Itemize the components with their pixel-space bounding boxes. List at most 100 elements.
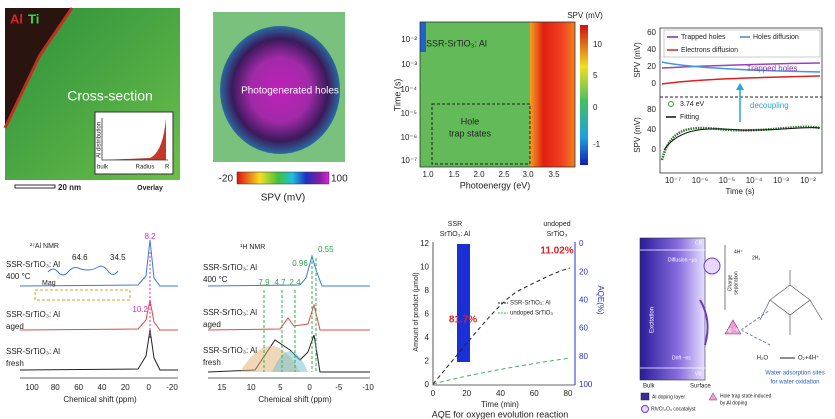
aqe-aqe-undoped: 11.02% — [540, 246, 573, 257]
h-nmr-sample: SSR-SrTiO₃: Al — [203, 346, 257, 355]
spv-transient-bottom-y-ticks: 40 — [647, 125, 656, 134]
spv-transient-top-y-ticks: 0 — [652, 79, 657, 88]
aqe-y-ticks: 10 — [420, 263, 429, 272]
shape-polygon — [5, 8, 72, 128]
mechanism-vb: VB — [695, 371, 702, 377]
spv-map-colorbar-title: SPV (mV) — [261, 193, 305, 204]
shape-path — [740, 309, 771, 346]
aqe-y2-ticks: 0 — [579, 239, 584, 248]
spv-spectrum-x-ticks: 3.0 — [522, 170, 534, 179]
spv-spectrum-y-ticks: 10⁻⁴ — [400, 85, 417, 94]
spv-spectrum-y-ticks: 10⁻³ — [401, 60, 417, 69]
shape-rect — [14, 184, 56, 189]
eds-map-inset-bulk: bulk — [97, 165, 109, 171]
h-nmr-x-title: Chemical shift (ppm) — [258, 395, 332, 404]
spv-spectrum-colorbar-title: SPV (mV) — [567, 11, 603, 20]
spv-spectrum-y-ticks: 10⁻⁵ — [401, 109, 417, 118]
h-nmr-title: ¹H NMR — [240, 244, 265, 251]
aqe-legend: SSR-SrTiO₃: Al — [510, 301, 551, 307]
mechanism-excitation: Excitation — [650, 307, 656, 333]
mechanism-legend: by Al doping — [720, 400, 747, 406]
shape-circle — [641, 405, 649, 413]
spv-transient-x-ticks: 10⁻² — [800, 176, 816, 185]
al-nmr-peaks: 10.2 — [132, 305, 148, 314]
h-nmr-x-ticks: -10 — [362, 383, 374, 392]
shape-rect — [94, 111, 174, 175]
shape-rect — [640, 392, 650, 401]
al-nmr-peaks: 8.2 — [144, 232, 156, 241]
shape-g — [759, 270, 823, 335]
shape-rect — [34, 289, 131, 301]
eds-map-inset-r: R — [165, 165, 170, 171]
aqe-y2-title: AQE(%) — [596, 285, 605, 315]
aqe-x-ticks: 80 — [564, 389, 573, 398]
aqe-y2-ticks: 80 — [579, 352, 588, 361]
eds-map-element-ti: Ti — [28, 11, 39, 26]
aqe-y-ticks: 2 — [425, 357, 430, 366]
spv-transient-legend: Trapped holes — [681, 34, 726, 41]
shape-path — [759, 270, 823, 335]
shape-rect — [580, 25, 588, 165]
spv-spectrum-x-ticks: 1.0 — [422, 170, 434, 179]
al-nmr-x-ticks: 100 — [25, 383, 39, 392]
h-nmr-sample: SSR-SrTiO₃: Al — [203, 308, 257, 317]
spv-spectrum-box-line1: Hole — [461, 116, 480, 126]
shape-path — [19, 239, 178, 287]
shape-g — [263, 256, 317, 372]
spv-transient-top-y-ticks: 40 — [647, 45, 656, 54]
aqe-y-ticks: 0 — [425, 380, 430, 389]
shape-path — [661, 62, 821, 69]
al-nmr-x-ticks: 20 — [121, 383, 130, 392]
eds-map-inset-y: Al distribution — [97, 122, 103, 158]
spv-transient-annotation: decoupling — [750, 101, 789, 110]
shape-path — [660, 125, 821, 161]
spv-transient-x-ticks: 10⁻³ — [773, 176, 789, 185]
shape-path — [699, 299, 709, 346]
mechanism-h2o: H₂O — [757, 356, 769, 362]
shape-ellipse — [220, 26, 340, 154]
spv-transient-fit-legend: Fitting — [680, 114, 699, 121]
mechanism-trapping: Trapping ~ms — [712, 327, 743, 333]
shape-rect — [659, 27, 823, 174]
mechanism-sites: for water oxidation — [770, 380, 819, 386]
mechanism-bulk: Bulk — [643, 384, 656, 390]
mechanism-h2: 2H₂ — [752, 255, 760, 261]
spv-transient-x-ticks: 10⁻⁵ — [719, 176, 735, 185]
mechanism-legend: Rh/Cr₂O₃ cocatalyst — [651, 406, 696, 412]
shape-polygon — [736, 83, 744, 90]
spv-transient-x-ticks: 10⁻⁴ — [746, 176, 763, 185]
shape-rect — [530, 22, 575, 167]
spv-transient-y-title: SPV (mV) — [633, 42, 642, 78]
spv-spectrum-colorbar-ticks: -1 — [593, 140, 601, 149]
mechanism-drift: Drift ~ns — [672, 355, 691, 361]
aqe-y2-ticks: 20 — [579, 267, 588, 276]
al-nmr-sample: SSR-SrTiO₃: Al — [6, 347, 60, 356]
h-nmr-condition: aged — [203, 320, 221, 329]
spv-map-label: Photogenerated holes — [241, 86, 339, 97]
shape-rect — [419, 21, 576, 168]
aqe-y-ticks: 8 — [425, 286, 430, 295]
spv-transient-legend: Holes diffusion — [753, 34, 799, 41]
h-nmr-x-ticks: 15 — [218, 383, 227, 392]
shape-path — [432, 267, 571, 385]
eds-map-region: Cross-section — [67, 88, 153, 104]
spv-spectrum-x-ticks: 1.5 — [448, 170, 460, 179]
spv-spectrum-box-line2: trap states — [449, 128, 492, 138]
aqe-y-ticks: 12 — [420, 239, 429, 248]
al-nmr-x-ticks: 40 — [98, 383, 107, 392]
mechanism-sites: Water adsorption sites — [765, 371, 824, 377]
spv-spectrum-x-ticks: 3.5 — [548, 170, 560, 179]
al-nmr-condition: aged — [6, 322, 24, 331]
al-nmr-x-title: Chemical shift (ppm) — [63, 395, 137, 404]
spv-transient-curve-label: Trapped holes — [747, 64, 798, 73]
aqe-y-title: Amount of product (μmol) — [413, 272, 420, 351]
al-nmr-condition: 400 °C — [6, 272, 31, 281]
h-nmr-x-ticks: 5 — [278, 383, 283, 392]
aqe-legend: undoped SrTiO₃ — [510, 311, 553, 317]
al-nmr-x-ticks: 80 — [51, 383, 60, 392]
spv-spectrum-colorbar-ticks: 10 — [593, 40, 602, 49]
spv-map-colorbar-max: 100 — [331, 174, 348, 185]
shape-polygon — [724, 319, 742, 335]
shape-path — [272, 351, 308, 372]
